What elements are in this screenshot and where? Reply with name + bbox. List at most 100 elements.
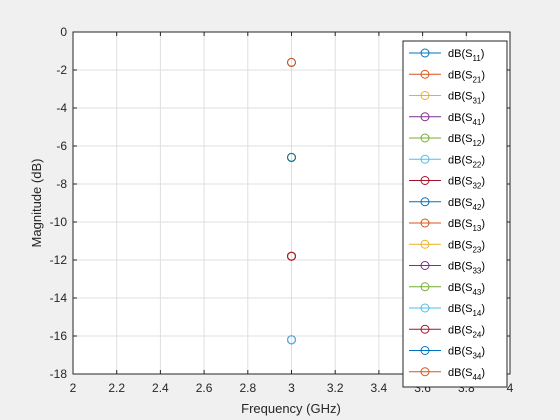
legend-entry-s33: dB(S33): [409, 261, 485, 276]
legend-label-subscript: 33: [472, 267, 481, 276]
legend-label-subscript: 23: [472, 245, 481, 254]
x-tick-label: 2.4: [152, 381, 169, 395]
legend-label-subscript: 21: [472, 75, 481, 84]
y-tick-label: -2: [56, 63, 67, 77]
legend-entry-s21: dB(S21): [409, 69, 485, 84]
legend-label: dB(S43): [448, 282, 485, 297]
legend-entry-s11: dB(S11): [409, 48, 484, 63]
legend-marker: [420, 133, 430, 143]
legend-label-subscript: 32: [472, 182, 481, 191]
legend: dB(S11)dB(S21)dB(S31)dB(S41)dB(S12)dB(S2…: [402, 40, 508, 388]
legend-label: dB(S24): [448, 324, 485, 339]
legend-entry-s44: dB(S44): [409, 367, 485, 382]
y-tick-label: -16: [50, 329, 68, 343]
y-tick-label: -12: [50, 253, 68, 267]
legend-label: dB(S31): [448, 91, 485, 106]
legend-label-suffix: ): [481, 197, 485, 209]
legend-marker: [420, 324, 430, 334]
legend-label: dB(S11): [448, 48, 484, 63]
y-tick-label: 0: [60, 25, 67, 39]
legend-marker: [420, 346, 430, 355]
data-point-s34: [287, 152, 296, 162]
legend-marker: [420, 239, 430, 249]
legend-label-suffix: ): [481, 346, 485, 358]
legend-label-subscript: 11: [472, 54, 481, 63]
legend-label-subscript: 42: [472, 203, 481, 212]
legend-label: dB(S14): [448, 303, 485, 318]
x-tick-label: 3.4: [371, 381, 388, 395]
axes-box: [72, 31, 511, 375]
legend-label-prefix: dB(S: [448, 91, 472, 103]
legend-label: dB(S32): [448, 176, 485, 191]
legend-label-subscript: 14: [472, 309, 481, 318]
legend-label-prefix: dB(S: [448, 176, 472, 188]
legend-label-subscript: 44: [472, 373, 481, 382]
legend-label-suffix: ): [481, 303, 485, 315]
x-tick-label: 2: [70, 381, 77, 395]
legend-label-subscript: 43: [472, 288, 481, 297]
x-tick-label: 2.2: [108, 381, 125, 395]
legend-label-prefix: dB(S: [448, 218, 472, 230]
legend-label-subscript: 22: [472, 160, 481, 169]
legend-marker: [420, 112, 430, 122]
x-tick-label: 2.8: [239, 381, 256, 395]
data-point-s24: [287, 251, 296, 261]
x-tick-labels: 2 2.2 2.4 2.6 2.8 3 3.2 3.4 3.6 3.8 4: [70, 381, 514, 395]
legend-label: dB(S12): [448, 133, 485, 148]
legend-label-suffix: ): [481, 48, 485, 60]
legend-label: dB(S33): [448, 261, 485, 276]
legend-label-suffix: ): [481, 324, 485, 336]
legend-marker: [420, 218, 430, 228]
legend-label-prefix: dB(S: [448, 282, 472, 294]
legend-marker: [420, 303, 430, 313]
x-tick-label: 3: [288, 381, 295, 395]
legend-entry-s14: dB(S14): [409, 303, 485, 318]
x-axis-label: Frequency (GHz): [241, 401, 341, 416]
x-tick-label: 2.6: [196, 381, 213, 395]
legend-label-suffix: ): [481, 282, 485, 294]
legend-entry-s41: dB(S41): [409, 112, 485, 127]
legend-label-suffix: ): [481, 176, 485, 188]
legend-entry-s43: dB(S43): [409, 282, 485, 297]
legend-entry-s22: dB(S22): [409, 154, 485, 169]
legend-label-prefix: dB(S: [448, 112, 472, 124]
legend-marker: [420, 282, 430, 292]
y-tick-label: -6: [56, 139, 67, 153]
legend-marker: [420, 91, 430, 100]
legend-label: dB(S34): [448, 346, 485, 361]
legend-entry-s31: dB(S31): [409, 91, 485, 106]
legend-label-suffix: ): [481, 112, 485, 124]
legend-label-suffix: ): [481, 69, 485, 81]
legend-entry-s13: dB(S13): [409, 218, 485, 233]
legend-entry-s23: dB(S23): [409, 239, 485, 254]
axes: [72, 31, 511, 375]
legend-label: dB(S23): [448, 239, 485, 254]
legend-label-suffix: ): [481, 133, 485, 145]
y-tick-label: -10: [50, 215, 68, 229]
legend-label-prefix: dB(S: [448, 261, 472, 273]
legend-label-prefix: dB(S: [448, 197, 472, 209]
legend-label-subscript: 41: [472, 118, 481, 127]
legend-label: dB(S13): [448, 218, 485, 233]
y-tick-label: -4: [56, 101, 67, 115]
x-tick-label: 4: [507, 381, 514, 395]
x-tick-label: 3.2: [327, 381, 344, 395]
legend-entry-s42: dB(S42): [409, 197, 485, 212]
legend-label-subscript: 12: [472, 139, 481, 148]
legend-label: dB(S21): [448, 69, 485, 84]
legend-label: dB(S41): [448, 112, 485, 127]
y-axis-label: Magnitude (dB): [29, 159, 44, 248]
legend-marker: [420, 154, 430, 164]
legend-label-prefix: dB(S: [448, 239, 472, 251]
y-tick-label: -8: [56, 177, 67, 191]
legend-label-suffix: ): [481, 367, 485, 379]
legend-label: dB(S44): [448, 367, 485, 382]
legend-label-prefix: dB(S: [448, 154, 472, 166]
legend-label-prefix: dB(S: [448, 69, 472, 81]
y-tick-labels: 0 -2 -4 -6 -8 -10 -12 -14 -16 -18: [50, 25, 68, 381]
legend-label-suffix: ): [481, 218, 485, 230]
legend-label-subscript: 31: [472, 97, 481, 106]
legend-label-prefix: dB(S: [448, 133, 472, 145]
legend-label: dB(S42): [448, 197, 485, 212]
legend-label-suffix: ): [481, 154, 485, 166]
